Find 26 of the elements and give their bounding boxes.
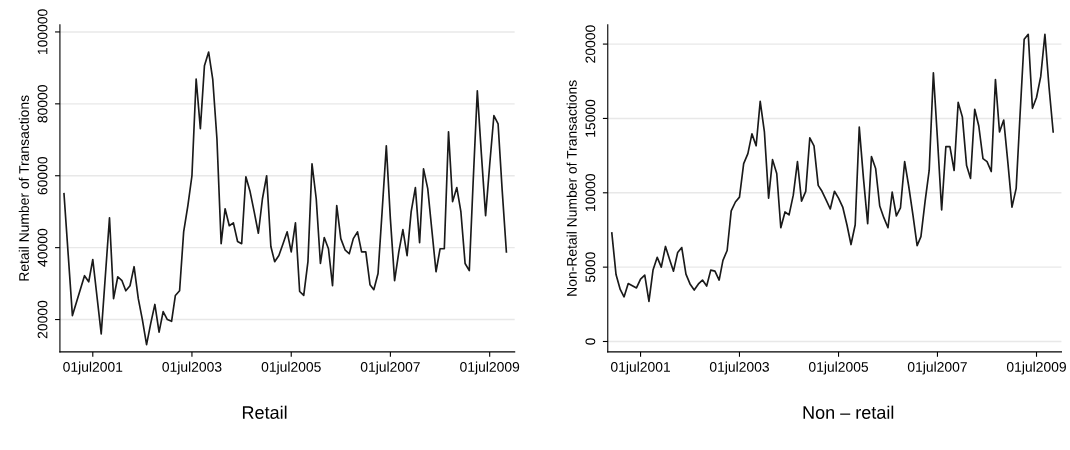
line-series — [610, 33, 1055, 303]
y-tick-label: 20000 — [37, 300, 48, 339]
x-tick-label: 01jul2003 — [162, 361, 222, 375]
y-axis-title: Non-Retail Number of Transactions — [566, 80, 577, 296]
x-tick-label: 01jul2001 — [610, 361, 670, 375]
line-series — [63, 51, 508, 346]
y-tick-label: 80000 — [37, 85, 48, 123]
y-tick-label: 5000 — [585, 252, 596, 283]
x-tick-label: 01jul2003 — [709, 361, 769, 375]
x-tick-label: 01jul2009 — [460, 361, 520, 375]
y-tick-label: 0 — [585, 338, 596, 345]
x-tick-label: 01jul2001 — [63, 361, 123, 375]
x-tick-label: 01jul2005 — [808, 361, 869, 375]
y-tick-label: 10000 — [585, 174, 596, 212]
x-tick-label: 01jul2007 — [360, 361, 420, 375]
y-tick-label: 20000 — [585, 25, 596, 63]
y-tick-label: 60000 — [37, 156, 48, 195]
x-tick-label: 01jul2007 — [907, 361, 967, 375]
y-tick-label: 40000 — [37, 228, 48, 267]
x-tick-label: 01jul2009 — [1006, 361, 1066, 375]
text: Non – retail — [803, 405, 894, 419]
text: Retail — [242, 405, 287, 419]
y-tick-label: 100000 — [37, 9, 48, 55]
y-tick-label: 15000 — [585, 99, 596, 137]
y-axis-title: Retail Number of Transactions — [18, 95, 29, 281]
x-tick-label: 01jul2005 — [261, 361, 321, 375]
